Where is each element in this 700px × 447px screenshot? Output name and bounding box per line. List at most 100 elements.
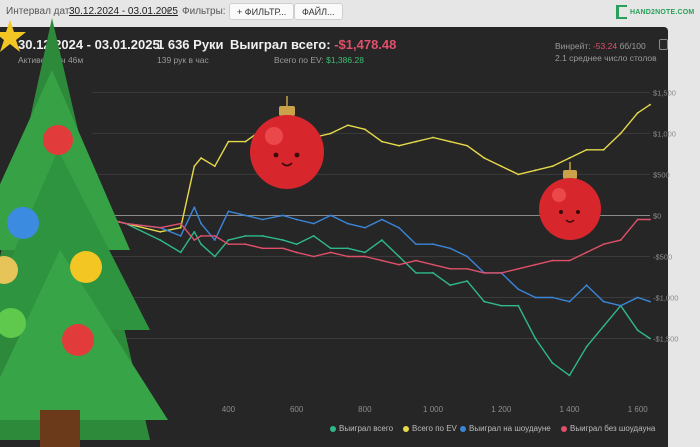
data-point-showdown	[346, 222, 349, 225]
data-point-showdown	[551, 296, 554, 299]
data-point-showdown	[602, 300, 605, 303]
y-tick-label: $1,000	[653, 129, 676, 138]
logo-icon	[616, 5, 627, 19]
x-tick-label: 1 600	[628, 405, 649, 414]
data-point-showdown	[619, 304, 622, 307]
legend-item-showdown[interactable]: Выиграл на шоудауне	[460, 424, 551, 433]
data-point-non_showdown	[534, 263, 537, 266]
winrate-value: -53.24	[592, 41, 618, 51]
data-point-ev	[551, 165, 554, 168]
data-point-non_showdown	[449, 267, 452, 270]
data-point-won	[466, 280, 469, 282]
data-point-ev	[432, 136, 434, 139]
date-interval-label: Интервал дат:	[6, 6, 73, 17]
data-point-won	[179, 251, 182, 254]
data-point-won	[568, 374, 571, 377]
data-point-non_showdown	[312, 255, 315, 258]
data-point-showdown	[193, 206, 196, 209]
data-point-showdown	[568, 300, 571, 303]
data-point-non_showdown	[159, 226, 162, 229]
y-tick-label: $500	[653, 170, 670, 179]
data-point-won	[200, 243, 203, 246]
filter-bar: Интервал дат: 30.12.2024 - 03.01.2025 ▾ …	[0, 0, 700, 27]
data-point-non_showdown	[415, 259, 417, 262]
data-point-ev	[193, 165, 196, 168]
data-point-non_showdown	[244, 243, 247, 246]
x-tick-label: 1 200	[491, 405, 512, 414]
data-point-ev	[346, 124, 349, 127]
ev-total-value: $1,386.28	[326, 55, 364, 65]
data-point-showdown	[363, 226, 366, 229]
data-point-showdown	[415, 243, 417, 246]
data-point-ev	[483, 157, 486, 159]
data-point-won	[261, 235, 264, 237]
data-point-non_showdown	[517, 267, 520, 270]
hand2note-logo: HAND2NOTE.COM	[616, 4, 694, 20]
data-point-showdown	[449, 247, 452, 250]
data-point-non_showdown	[551, 259, 554, 262]
data-point-showdown	[517, 288, 520, 291]
data-point-showdown	[466, 255, 469, 258]
data-point-showdown	[636, 296, 639, 299]
data-point-showdown	[329, 214, 332, 217]
data-point-non_showdown	[636, 218, 639, 221]
data-point-showdown	[585, 284, 588, 287]
fullscreen-icon[interactable]	[659, 39, 668, 50]
data-point-won	[649, 337, 651, 340]
hands-per-hour: 139 рук в час	[157, 55, 209, 65]
data-point-non_showdown	[346, 255, 349, 258]
data-point-showdown	[282, 214, 284, 217]
data-point-ev	[602, 148, 605, 151]
data-point-showdown	[213, 239, 216, 241]
data-point-non_showdown	[125, 222, 128, 225]
data-point-ev	[568, 157, 571, 159]
ornament-large	[250, 96, 324, 189]
data-point-showdown	[261, 218, 264, 221]
data-point-non_showdown	[329, 251, 332, 254]
data-point-showdown	[398, 226, 400, 229]
data-point-won	[432, 271, 434, 274]
data-point-non_showdown	[466, 267, 469, 270]
ev-total: Всего по EV: $1,386.28	[274, 55, 364, 65]
legend-item-non-showdown[interactable]: Выиграл без шоудауна	[561, 424, 655, 433]
chevron-down-icon[interactable]: ▾	[166, 6, 171, 16]
data-point-non_showdown	[363, 255, 366, 258]
legend-item-won[interactable]: Выиграл всего	[330, 424, 393, 433]
data-point-non_showdown	[398, 263, 400, 266]
data-point-ev	[200, 157, 203, 159]
add-filter-button[interactable]: + ФИЛЬТР...	[229, 3, 295, 20]
data-point-won	[415, 271, 417, 274]
data-point-ev	[329, 132, 332, 135]
winrate: Винрейт: -53.24 бб/100	[555, 41, 646, 51]
legend-dot	[561, 425, 567, 432]
file-button[interactable]: ФАЙЛ...	[294, 3, 343, 20]
y-tick-label: $0	[653, 211, 661, 220]
legend-item-ev[interactable]: Всего по EV	[403, 424, 457, 433]
data-point-won	[295, 243, 298, 246]
data-point-non_showdown	[213, 235, 216, 237]
data-point-showdown	[432, 243, 434, 246]
x-tick-label: 400	[222, 405, 236, 414]
data-point-non_showdown	[602, 243, 605, 246]
date-interval-select[interactable]: 30.12.2024 - 03.01.2025	[69, 6, 178, 17]
won-total-value: -$1,478.48	[334, 37, 397, 52]
data-point-won	[636, 329, 639, 332]
data-point-non_showdown	[619, 239, 622, 241]
data-point-won	[585, 345, 588, 348]
data-point-showdown	[312, 222, 315, 225]
y-axis: $1,500 $1,000 $500 $0 -$500 -$1,000 -$1,500	[653, 88, 678, 343]
data-point-won	[363, 251, 366, 254]
data-point-non_showdown	[261, 247, 264, 250]
data-point-won	[312, 235, 315, 237]
data-point-non_showdown	[500, 271, 503, 274]
data-point-ev	[227, 140, 230, 143]
data-point-non_showdown	[193, 239, 196, 241]
data-point-won	[381, 239, 383, 241]
data-point-won	[282, 239, 284, 241]
data-point-ev	[244, 140, 247, 143]
data-point-non_showdown	[227, 243, 230, 246]
data-point-non_showdown	[282, 247, 284, 250]
filters-label: Фильтры:	[182, 6, 226, 17]
plus-icon: +	[237, 7, 245, 17]
